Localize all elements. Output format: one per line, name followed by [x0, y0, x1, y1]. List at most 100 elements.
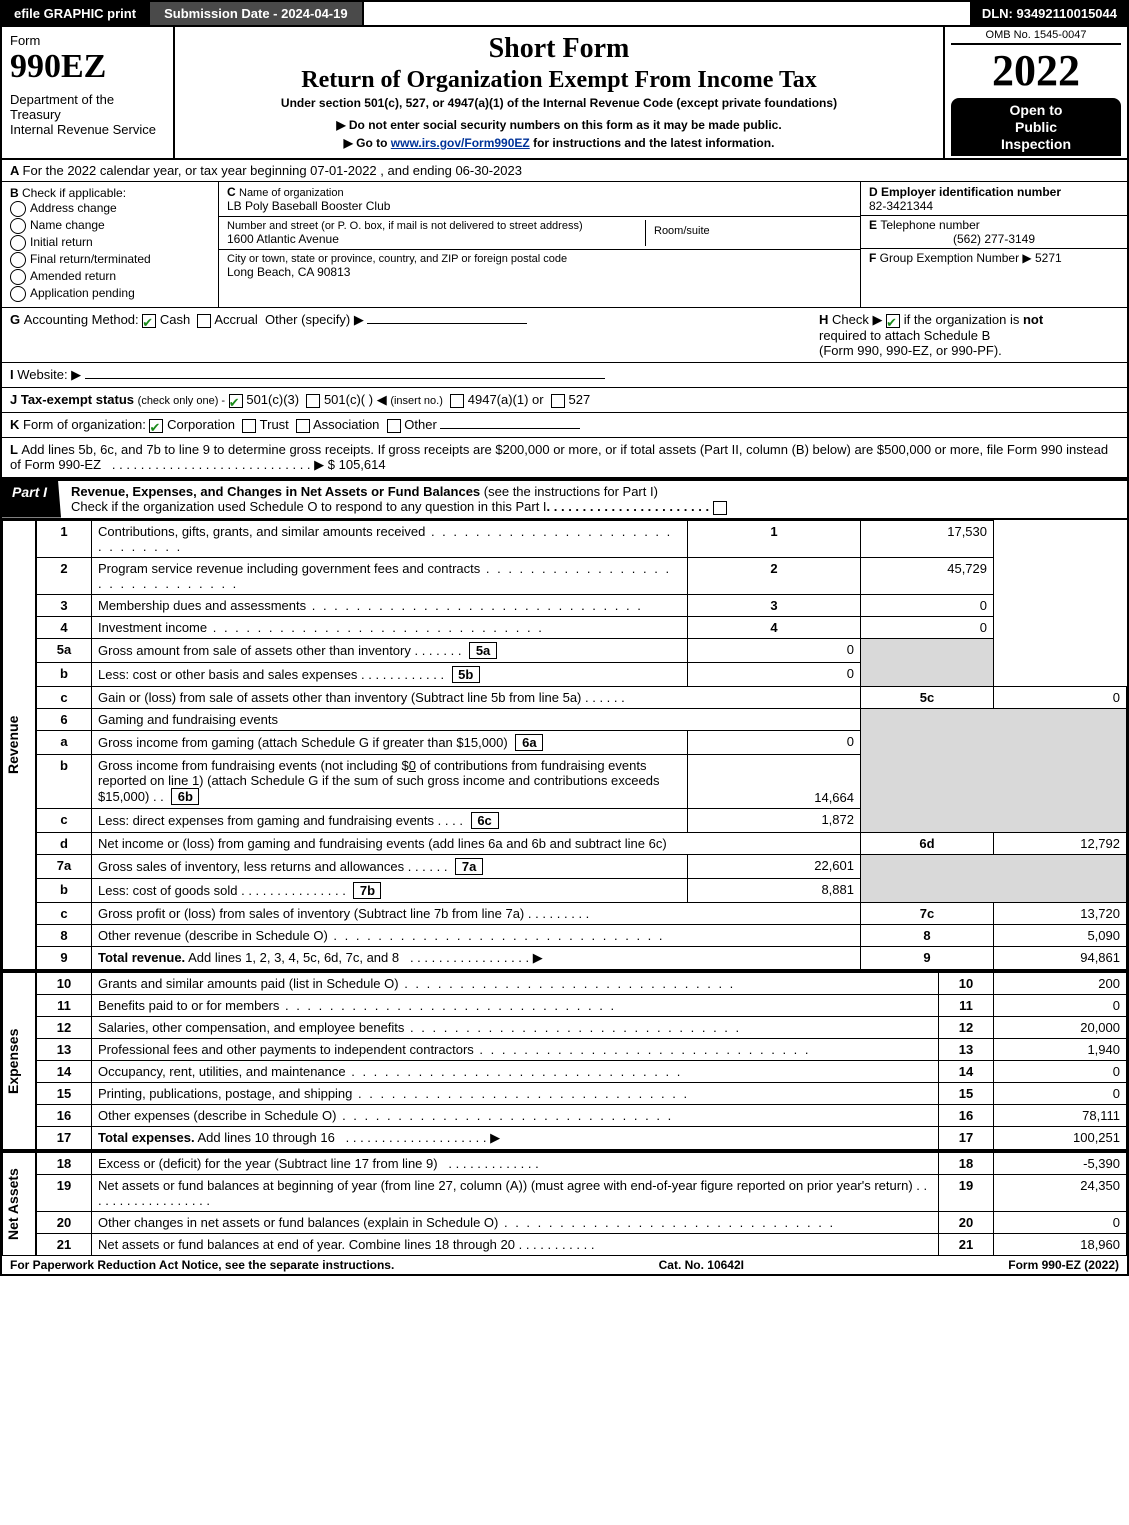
note2-post: for instructions and the latest informat…	[533, 136, 774, 150]
expenses-table: 10Grants and similar amounts paid (list …	[36, 972, 1127, 1150]
C-name-label: Name of organization	[239, 187, 344, 199]
irs-link[interactable]: www.irs.gov/Form990EZ	[391, 136, 530, 150]
G-cash: Cash	[160, 312, 190, 327]
chk-amended-return[interactable]: Amended return	[10, 269, 210, 285]
footer-right: Form 990-EZ (2022)	[1008, 1258, 1119, 1272]
row-I: I Website: ▶	[2, 363, 1127, 388]
website-blank[interactable]	[85, 378, 605, 379]
spacer	[364, 2, 972, 25]
K-trust: Trust	[260, 417, 289, 432]
return-title: Return of Organization Exempt From Incom…	[185, 67, 933, 94]
chk-name-change[interactable]: Name change	[10, 218, 210, 234]
H-text4: (Form 990, 990-EZ, or 990-PF).	[819, 343, 1002, 358]
H-text2: if the organization is	[904, 312, 1023, 327]
chk-assoc[interactable]	[296, 419, 310, 433]
K-other-blank[interactable]	[440, 428, 580, 429]
expenses-section: Expenses 10Grants and similar amounts pa…	[2, 970, 1127, 1150]
chk-501c3[interactable]	[229, 394, 243, 408]
H-not: not	[1023, 312, 1043, 327]
G-label: Accounting Method:	[24, 312, 139, 327]
dln-label: DLN: 93492110015044	[972, 2, 1127, 25]
J-note: (check only one) -	[138, 395, 225, 407]
revenue-section: Revenue 1Contributions, gifts, grants, a…	[2, 520, 1127, 970]
J-501c3: 501(c)(3)	[246, 392, 299, 407]
tax-year: 2022	[951, 45, 1121, 96]
chk-accrual[interactable]	[197, 314, 211, 328]
page-footer: For Paperwork Reduction Act Notice, see …	[0, 1256, 1129, 1276]
chk-527[interactable]	[551, 394, 565, 408]
chk-other[interactable]	[387, 419, 401, 433]
partI-check[interactable]	[713, 501, 727, 515]
header-note1: Do not enter social security numbers on …	[185, 118, 933, 132]
dept-line1: Department of the Treasury	[10, 92, 165, 122]
G-accrual: Accrual	[214, 312, 257, 327]
G-other-blank[interactable]	[367, 323, 527, 324]
header-note2: ▶ Go to www.irs.gov/Form990EZ for instru…	[185, 136, 933, 150]
J-label: Tax-exempt status	[21, 392, 134, 407]
line-A-text: For the 2022 calendar year, or tax year …	[23, 163, 522, 178]
ein-value: 82-3421344	[869, 199, 1119, 213]
open-to-public-box: Open to Public Inspection	[951, 98, 1121, 156]
J-527: 527	[568, 392, 590, 407]
open1: Open to	[951, 102, 1121, 119]
chk-address-change[interactable]: Address change	[10, 201, 210, 217]
room-label: Room/suite	[654, 225, 710, 237]
phone-value: (562) 277-3149	[869, 232, 1119, 246]
chk-4947[interactable]	[450, 394, 464, 408]
org-city: Long Beach, CA 90813	[227, 265, 852, 279]
header-subtitle: Under section 501(c), 527, or 4947(a)(1)…	[185, 96, 933, 110]
form-word: Form	[10, 33, 165, 48]
netassets-side-tab: Net Assets	[2, 1152, 36, 1256]
J-insert: (insert no.)	[390, 395, 443, 407]
chk-corp[interactable]	[149, 419, 163, 433]
note2-pre: Go to	[356, 136, 391, 150]
line-A: A For the 2022 calendar year, or tax yea…	[2, 160, 1127, 182]
B-label: Check if applicable:	[22, 186, 126, 200]
chk-cash[interactable]	[142, 314, 156, 328]
G-other: Other (specify)	[265, 312, 350, 327]
part-I-title: Revenue, Expenses, and Changes in Net As…	[61, 481, 737, 518]
I-label: Website: ▶	[17, 367, 81, 382]
efile-print-button[interactable]: efile GRAPHIC print	[2, 2, 150, 25]
L-amount: $ 105,614	[328, 457, 386, 472]
footer-mid: Cat. No. 10642I	[659, 1258, 744, 1272]
omb-number: OMB No. 1545-0047	[951, 29, 1121, 45]
open2: Public	[951, 119, 1121, 136]
submission-date-button[interactable]: Submission Date - 2024-04-19	[150, 2, 364, 25]
header-center: Short Form Return of Organization Exempt…	[175, 27, 945, 158]
form-header: Form 990EZ Department of the Treasury In…	[0, 27, 1129, 160]
top-bar: efile GRAPHIC print Submission Date - 20…	[0, 0, 1129, 27]
C-addr-label: Number and street (or P. O. box, if mail…	[227, 220, 645, 232]
netassets-table: 18Excess or (deficit) for the year (Subt…	[36, 1152, 1127, 1256]
chk-final-return[interactable]: Final return/terminated	[10, 252, 210, 268]
H-text1: Check ▶	[832, 312, 882, 327]
short-form-title: Short Form	[185, 33, 933, 65]
part-I-header: Part I Revenue, Expenses, and Changes in…	[2, 479, 1127, 520]
col-B: B Check if applicable: Address change Na…	[2, 182, 219, 307]
netassets-section: Net Assets 18Excess or (deficit) for the…	[2, 1150, 1127, 1256]
chk-initial-return[interactable]: Initial return	[10, 235, 210, 251]
D-label: Employer identification number	[881, 185, 1061, 199]
header-left: Form 990EZ Department of the Treasury In…	[2, 27, 175, 158]
row-G-H: G Accounting Method: Cash Accrual Other …	[2, 308, 1127, 363]
K-assoc: Association	[313, 417, 379, 432]
chk-H[interactable]	[886, 314, 900, 328]
chk-application-pending[interactable]: Application pending	[10, 286, 210, 302]
row-J: J Tax-exempt status (check only one) - 5…	[2, 388, 1127, 413]
F-label: Group Exemption Number	[880, 251, 1019, 265]
J-4947: 4947(a)(1) or	[468, 392, 544, 407]
revenue-table: 1Contributions, gifts, grants, and simil…	[36, 520, 1127, 970]
chk-501c[interactable]	[306, 394, 320, 408]
form-number: 990EZ	[10, 48, 165, 86]
K-corp: Corporation	[167, 417, 235, 432]
part-I-tag: Part I	[2, 481, 61, 518]
chk-trust[interactable]	[242, 419, 256, 433]
open3: Inspection	[951, 136, 1121, 153]
org-street: 1600 Atlantic Avenue	[227, 232, 645, 246]
F-value: 5271	[1035, 251, 1062, 265]
J-501c: 501(c)( )	[324, 392, 373, 407]
row-K: K Form of organization: Corporation Trus…	[2, 413, 1127, 438]
H-text3: required to attach Schedule B	[819, 328, 990, 343]
expenses-side-tab: Expenses	[2, 972, 36, 1150]
col-D: D Employer identification number 82-3421…	[861, 182, 1127, 307]
